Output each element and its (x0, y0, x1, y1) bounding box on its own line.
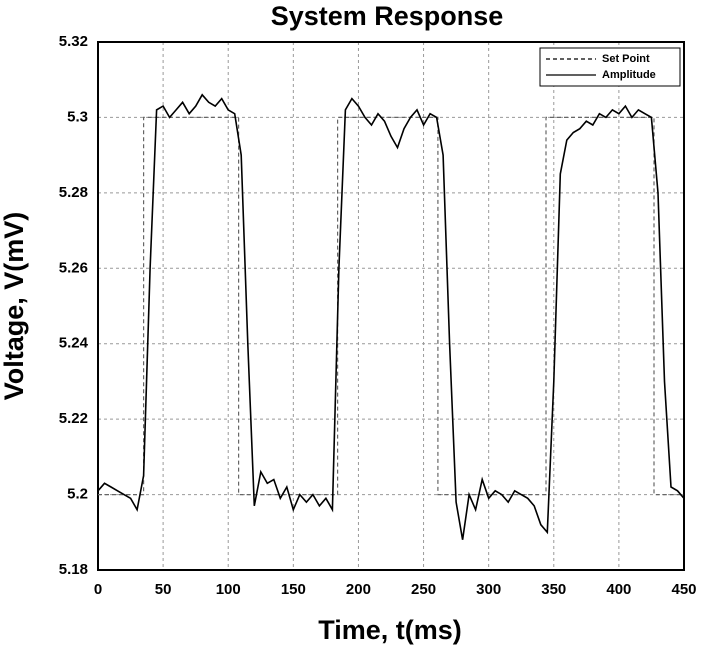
x-tick-label: 0 (94, 581, 102, 598)
legend-label: Set Point (602, 53, 650, 65)
x-tick-label: 50 (155, 581, 172, 598)
x-tick-label: 450 (671, 581, 696, 598)
x-tick-label: 100 (216, 581, 241, 598)
x-tick-label: 400 (606, 581, 631, 598)
x-tick-label: 150 (281, 581, 306, 598)
x-axis-label: Time, t(ms) (318, 615, 462, 645)
legend-box (539, 47, 681, 87)
y-tick-label: 5.22 (59, 410, 88, 427)
x-tick-label: 250 (411, 581, 436, 598)
y-tick-label: 5.18 (59, 561, 88, 578)
chart-title: System Response (271, 1, 504, 31)
y-tick-label: 5.28 (59, 184, 88, 201)
x-tick-label: 200 (346, 581, 371, 598)
series-line (97, 93, 685, 540)
y-tick-label: 5.32 (59, 33, 88, 50)
y-axis-label: Voltage, V(mV) (0, 212, 29, 401)
y-tick-label: 5.24 (59, 335, 89, 352)
series-line (98, 116, 684, 496)
x-tick-label: 300 (476, 581, 501, 598)
y-tick-label: 5.3 (67, 108, 88, 125)
x-tick-label: 350 (541, 581, 566, 598)
legend-label: Amplitude (602, 69, 656, 81)
plot-frame (97, 41, 685, 571)
y-tick-label: 5.26 (59, 259, 88, 276)
y-tick-label: 5.2 (67, 486, 88, 503)
